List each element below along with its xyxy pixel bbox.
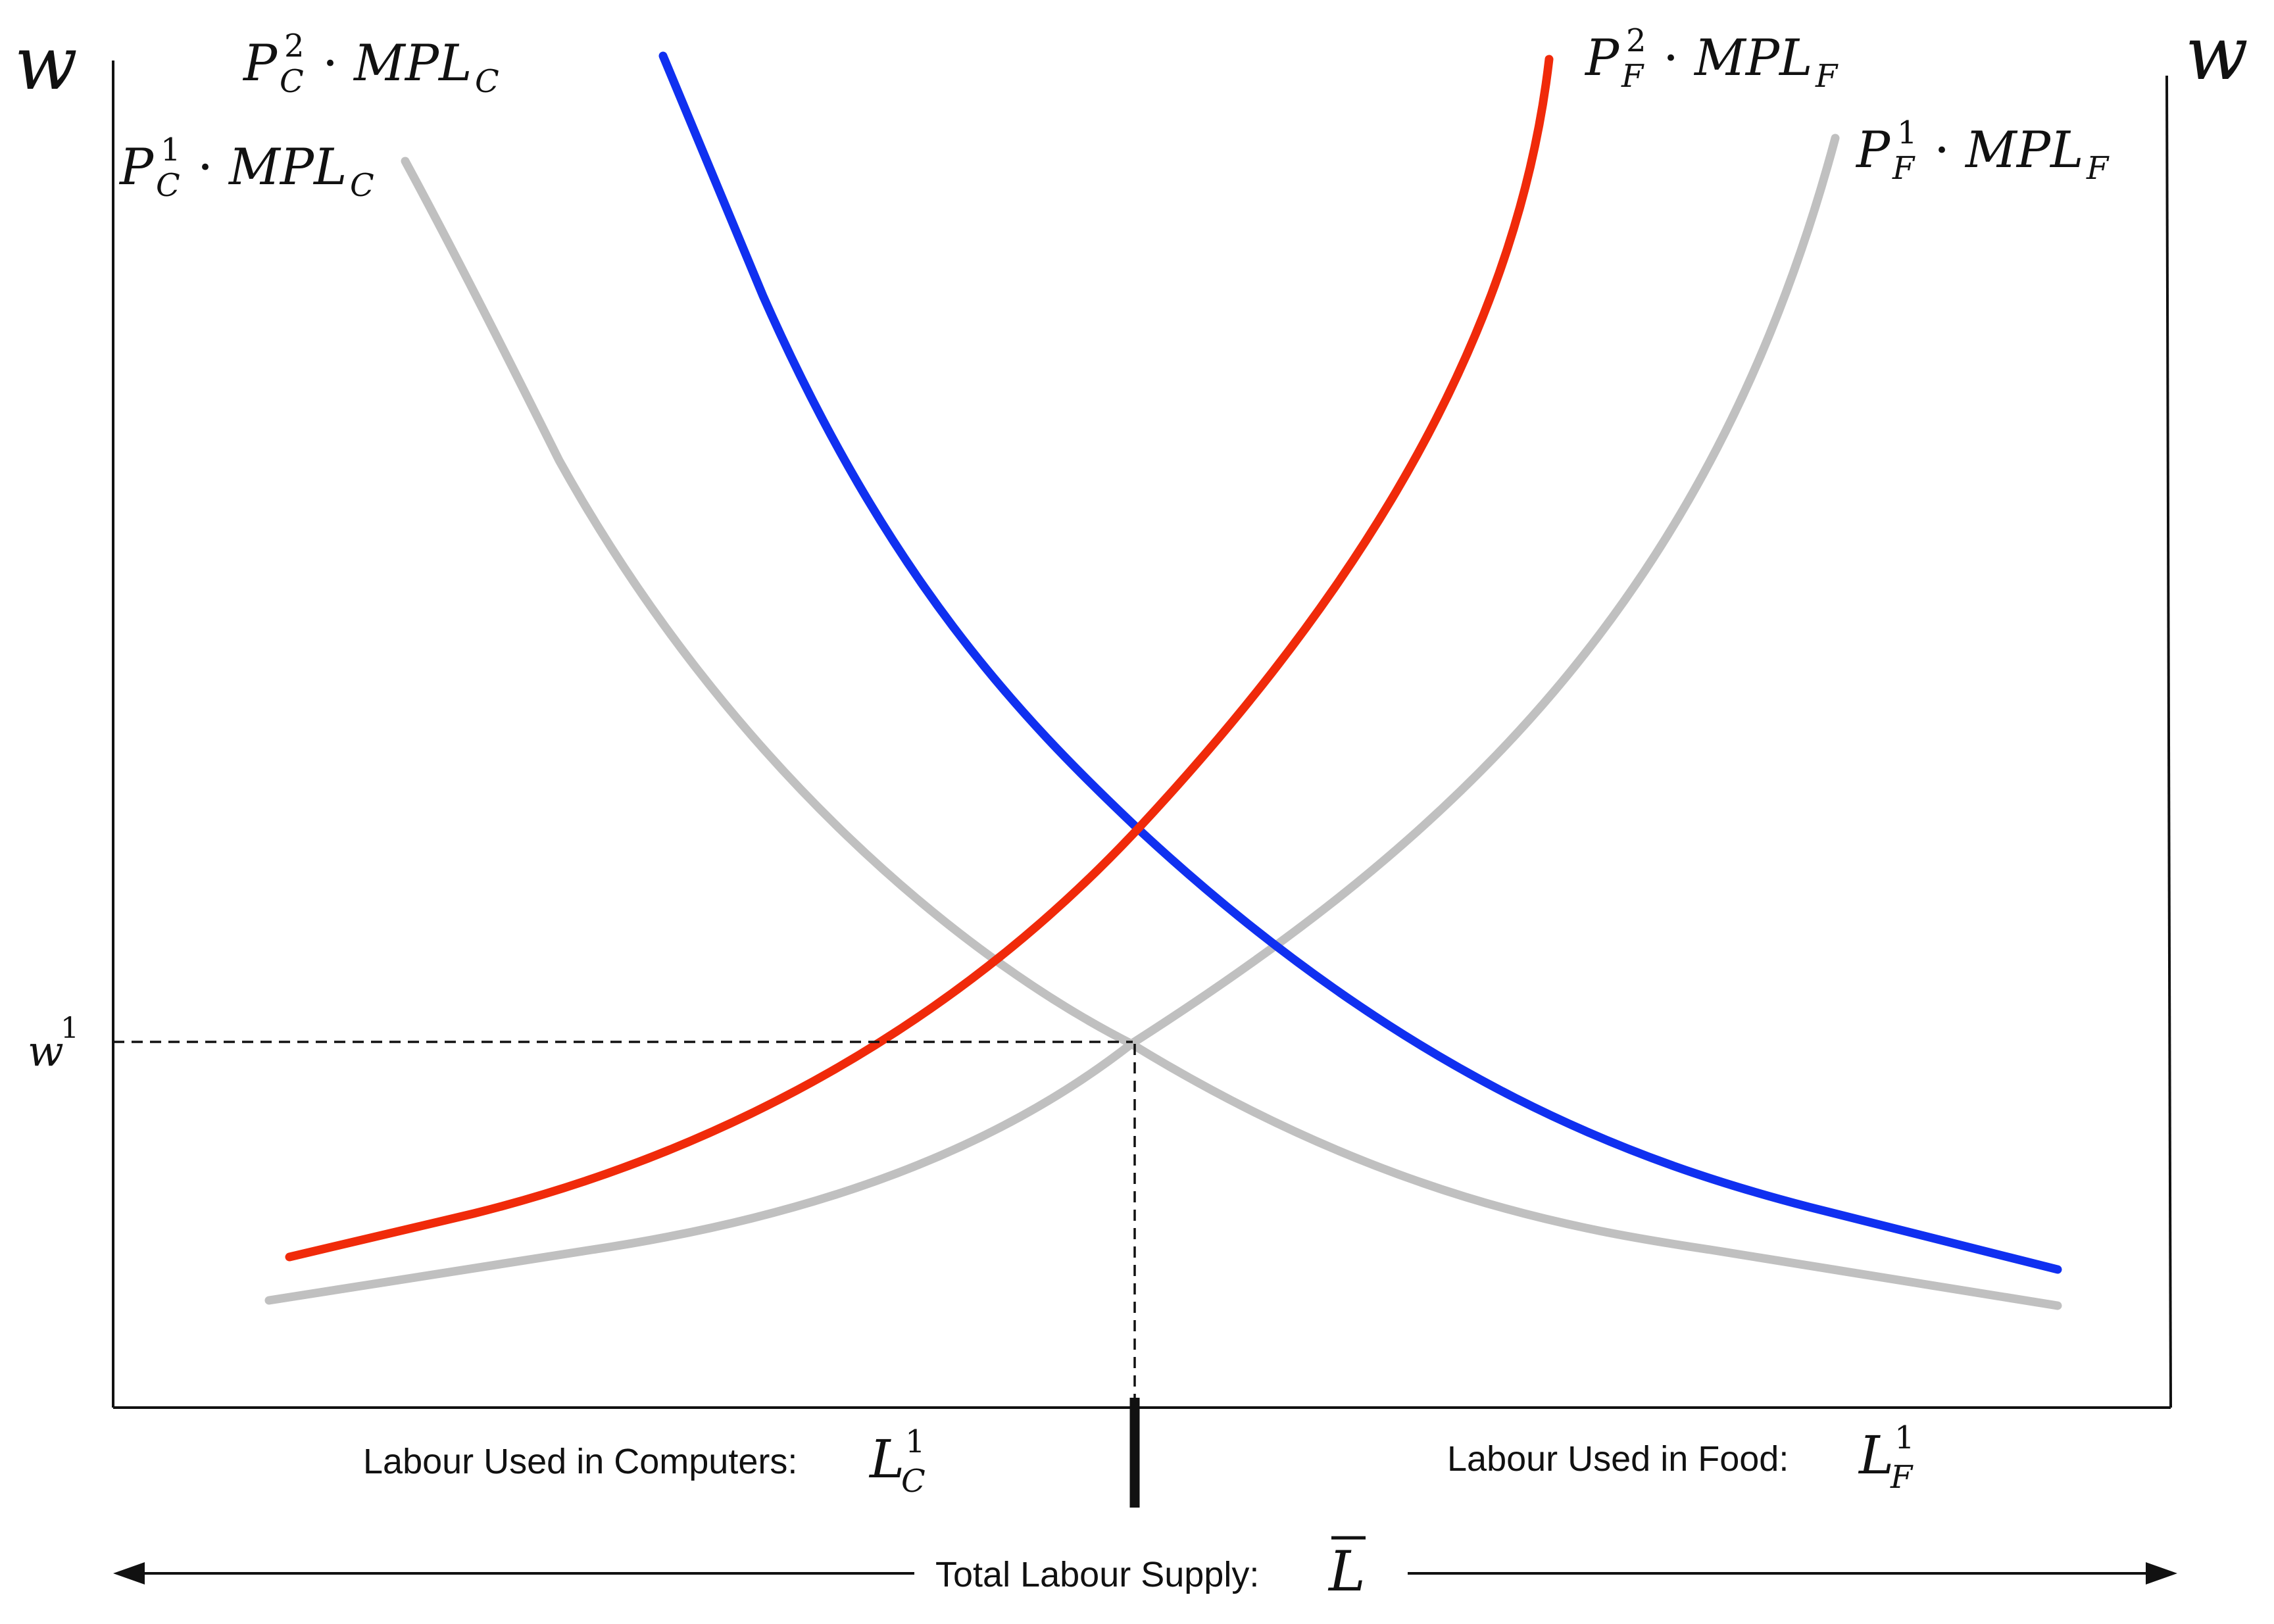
svg-text:C: C [156, 167, 180, 204]
curve-pc1-mplc [401, 157, 2062, 1310]
svg-text:F: F [1890, 1459, 1914, 1496]
svg-text:P: P [242, 34, 278, 92]
svg-text:C: C [901, 1463, 926, 1500]
svg-text:P: P [1855, 120, 1891, 179]
svg-text:L: L [868, 1429, 904, 1490]
svg-text:Labour Used in Food:: Labour Used in Food: [1447, 1439, 1789, 1479]
total-labour-label: Total Labour Supply: L [935, 1536, 1366, 1604]
svg-text:L: L [1327, 1539, 1366, 1604]
svg-text:·: · [322, 34, 338, 92]
svg-text:C: C [280, 63, 304, 100]
label-pf1-mplf: P 1 F · MPL F [1855, 114, 2110, 187]
svg-text:·: · [1663, 28, 1679, 87]
svg-text:MPL: MPL [228, 137, 347, 196]
svg-text:P: P [1584, 28, 1620, 87]
svg-text:F: F [1815, 58, 1839, 95]
svg-text:Labour Used in Computers:: Labour Used in Computers: [363, 1442, 797, 1481]
svg-text:MPL: MPL [1964, 120, 2083, 179]
svg-text:L: L [1858, 1425, 1894, 1486]
svg-text:F: F [1892, 150, 1916, 187]
total-arrow-left-head [113, 1562, 145, 1585]
right-axis [2165, 75, 2172, 1408]
svg-text:C: C [475, 63, 499, 100]
right-axis-label: w [2185, 11, 2248, 97]
svg-text:·: · [1934, 120, 1950, 179]
curve-pf2-mplf [285, 55, 1554, 1262]
curve-pf1-mplf [264, 134, 1840, 1305]
svg-text:F: F [2086, 150, 2110, 187]
food-labour-label: Labour Used in Food: L 1 F [1447, 1419, 1915, 1496]
svg-text:MPL: MPL [353, 34, 472, 92]
svg-text:1: 1 [161, 132, 181, 168]
svg-text:1: 1 [1894, 1419, 1915, 1456]
svg-text:C: C [350, 167, 374, 204]
svg-text:w: w [28, 1027, 64, 1076]
svg-text:F: F [1621, 58, 1644, 95]
svg-text:Total Labour Supply:: Total Labour Supply: [935, 1555, 1259, 1594]
svg-text:2: 2 [284, 28, 305, 64]
left-axis-label: w [14, 21, 78, 107]
wage-tick-label: w 1 [28, 1012, 79, 1076]
computers-labour-label: Labour Used in Computers: L 1 C [363, 1423, 926, 1500]
total-arrow-right-head [2146, 1562, 2177, 1585]
label-pc2-mplc: P 2 C · MPL C [242, 28, 499, 100]
svg-text:1: 1 [1897, 114, 1917, 151]
curve-pc2-mplc [658, 51, 2062, 1274]
svg-text:2: 2 [1626, 22, 1646, 59]
svg-text:1: 1 [61, 1012, 79, 1045]
svg-text:MPL: MPL [1693, 28, 1812, 87]
label-pc1-mplc: P 1 C · MPL C [118, 132, 374, 204]
svg-text:·: · [197, 137, 213, 196]
label-pf2-mplf: P 2 F · MPL F [1584, 22, 1839, 95]
svg-text:1: 1 [905, 1423, 926, 1460]
svg-text:P: P [118, 137, 155, 196]
